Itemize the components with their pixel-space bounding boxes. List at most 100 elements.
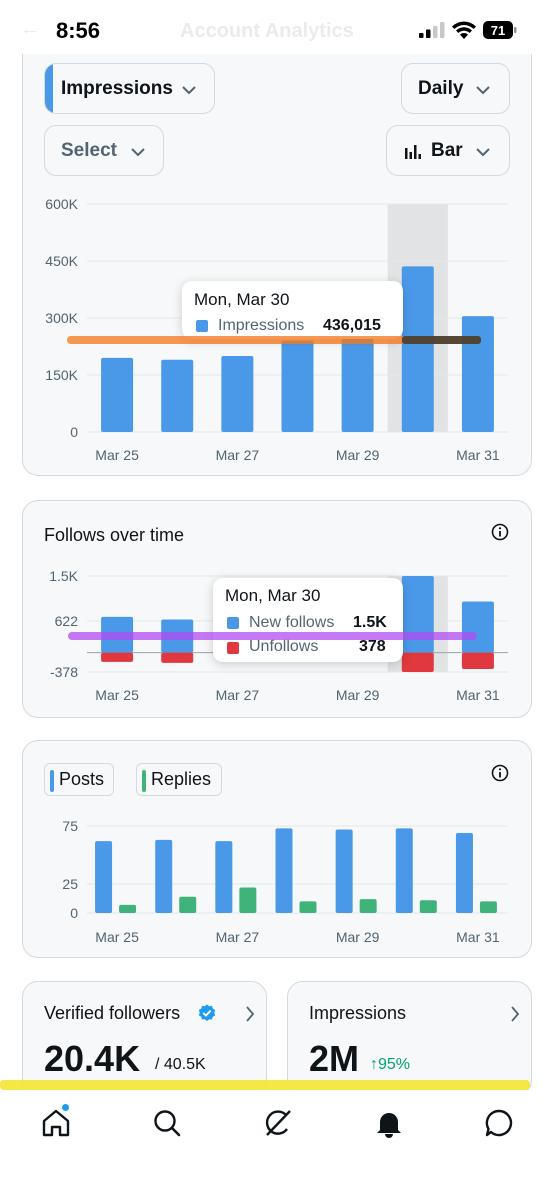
bar-replies	[179, 896, 197, 913]
wifi-icon	[452, 21, 476, 39]
bar-posts	[275, 828, 293, 913]
y-tick-label: 0	[70, 424, 78, 440]
chart-type-dropdown[interactable]: Bar	[386, 125, 510, 176]
verified-followers-card[interactable]	[22, 981, 267, 1096]
impressions-stat-title: Impressions	[309, 1003, 407, 1023]
chart-type-label: Bar	[431, 139, 463, 161]
tooltip-value: 436,015	[323, 317, 381, 334]
page-title: Account Analytics	[180, 20, 354, 42]
info-icon[interactable]	[491, 764, 509, 782]
metric-dropdown-label: Impressions	[61, 77, 173, 99]
annotation-purple-line	[68, 632, 477, 640]
chevron-down-icon	[476, 86, 490, 95]
posts-replies-bar-chart: 75 25 0 Mar 25 Mar 27 Mar 29 Mar 31	[62, 818, 508, 945]
chevron-down-icon	[182, 86, 196, 95]
annotation-orange-line	[67, 336, 481, 344]
chevron-down-icon	[476, 148, 490, 157]
legend-replies-label: Replies	[151, 769, 212, 789]
bar-impressions	[161, 359, 194, 432]
tooltip-value: 378	[359, 638, 386, 655]
messages-icon[interactable]	[484, 1108, 514, 1138]
x-tick-label: Mar 31	[456, 447, 500, 463]
bar-posts	[395, 828, 413, 913]
legend-posts-label: Posts	[59, 769, 105, 789]
tooltip-label: New follows	[249, 614, 335, 631]
y-tick-label: 0	[70, 905, 78, 921]
tooltip-date: Mon, Mar 30	[194, 290, 290, 309]
tooltip-value: 1.5K	[353, 614, 387, 631]
bar-posts	[455, 832, 473, 913]
bar-posts	[335, 829, 353, 913]
bar-impressions	[281, 340, 314, 432]
x-tick-label: Mar 31	[456, 687, 500, 703]
chevron-right-icon	[246, 1006, 255, 1022]
bar-posts	[215, 841, 233, 913]
legend-posts[interactable]: Posts	[44, 763, 114, 796]
home-icon[interactable]	[41, 1108, 71, 1138]
search-icon[interactable]	[152, 1108, 182, 1138]
grok-icon[interactable]	[263, 1108, 293, 1138]
bar-unfollows	[101, 652, 134, 662]
metric-dropdown[interactable]: Impressions	[44, 63, 215, 114]
impressions-stat-change: ↑95%	[370, 1056, 411, 1073]
bar-replies	[359, 899, 377, 913]
verified-followers-total: / 40.5K	[155, 1056, 206, 1073]
y-tick-label: 600K	[45, 196, 78, 212]
x-tick-label: Mar 27	[216, 929, 260, 945]
chevron-down-icon	[131, 148, 145, 157]
period-dropdown-label: Daily	[418, 77, 464, 99]
follows-title: Follows over time	[44, 525, 185, 545]
bar-replies	[239, 887, 257, 913]
legend-swatch	[227, 617, 239, 629]
legend-swatch	[227, 642, 239, 654]
tooltip-label: Unfollows	[249, 638, 319, 655]
x-tick-label: Mar 25	[95, 447, 139, 463]
bar-replies	[419, 900, 437, 913]
bar-replies	[479, 901, 497, 913]
impressions-stat-value: 2M	[309, 1038, 360, 1079]
chevron-right-icon	[511, 1006, 520, 1022]
y-tick-label: 150K	[45, 367, 78, 383]
battery-icon: 71	[483, 21, 517, 39]
follows-tooltip: Mon, Mar 30 New follows 1.5K Unfollows 3…	[213, 578, 403, 662]
y-tick-label: 622	[55, 613, 79, 629]
notifications-icon[interactable]	[374, 1108, 404, 1138]
legend-replies[interactable]: Replies	[136, 763, 222, 796]
y-tick-label: -378	[50, 664, 78, 680]
bar-impressions	[341, 338, 374, 432]
x-tick-label: Mar 29	[336, 929, 380, 945]
annotation-yellow-line	[0, 1080, 530, 1090]
impressions-stat-card[interactable]	[287, 981, 532, 1096]
y-tick-label: 1.5K	[49, 568, 78, 584]
back-arrow-icon[interactable]: ←	[20, 18, 40, 40]
bar-impressions	[221, 356, 254, 432]
y-tick-label: 300K	[45, 310, 78, 326]
bar-replies	[119, 904, 137, 913]
x-tick-label: Mar 25	[95, 687, 139, 703]
bar-unfollows	[461, 652, 494, 670]
period-dropdown[interactable]: Daily	[401, 63, 510, 114]
tooltip-label: Impressions	[218, 317, 305, 334]
bar-chart-icon	[405, 145, 421, 159]
verified-followers-value: 20.4K	[44, 1038, 141, 1079]
impressions-tooltip: Mon, Mar 30 Impressions 436,015	[182, 281, 403, 339]
status-time: 8:56	[56, 18, 101, 43]
compare-dropdown[interactable]: Select	[44, 125, 164, 176]
x-tick-label: Mar 29	[336, 447, 380, 463]
bar-impressions	[401, 266, 434, 432]
info-icon[interactable]	[491, 523, 509, 541]
bar-impressions	[101, 357, 134, 432]
compare-dropdown-label: Select	[61, 139, 117, 161]
bar-posts	[95, 841, 113, 913]
y-tick-label: 25	[62, 876, 78, 892]
cellular-signal-icon	[419, 22, 445, 38]
x-tick-label: Mar 25	[95, 929, 139, 945]
verified-badge-icon	[198, 1004, 216, 1021]
bar-unfollows	[161, 652, 194, 663]
x-tick-label: Mar 29	[336, 687, 380, 703]
tooltip-date: Mon, Mar 30	[225, 586, 321, 605]
y-tick-label: 450K	[45, 253, 78, 269]
bar-impressions	[461, 316, 494, 432]
battery-level: 71	[491, 23, 505, 38]
notification-dot	[62, 1104, 69, 1111]
